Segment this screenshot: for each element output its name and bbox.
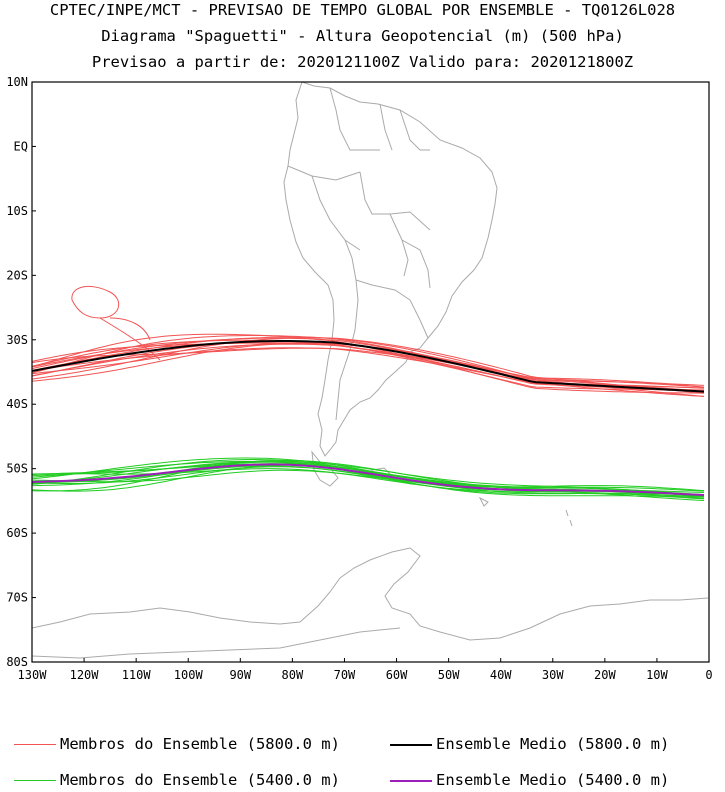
legend-item-red-members: Membros do Ensemble (5800.0 m) <box>14 735 340 753</box>
lon-label: 100W <box>174 668 204 682</box>
coastlines <box>31 81 709 659</box>
member-contour-5800 <box>31 339 704 391</box>
spaghetti-lines <box>31 285 705 501</box>
ensemble-mean-5800 <box>31 340 705 393</box>
lon-label: 60W <box>386 668 408 682</box>
lon-label: 40W <box>490 668 512 682</box>
member-contour-5800 <box>31 337 705 397</box>
lon-label: 30W <box>542 668 564 682</box>
antarctica-ice-shelf <box>31 627 401 659</box>
lat-label: 10S <box>6 204 28 218</box>
lon-label: 90W <box>229 668 251 682</box>
antarctica-coastline <box>31 547 709 641</box>
south-georgia-coastline <box>478 496 489 507</box>
member-closed-contour <box>71 285 120 319</box>
lat-label: 40S <box>6 397 28 411</box>
legend-item-mean-5800: Ensemble Medio (5800.0 m) <box>390 735 669 753</box>
legend-label-green-members: Membros do Ensemble (5400.0 m) <box>60 771 340 789</box>
lon-label: 130W <box>18 668 48 682</box>
latitude-axis: 10N EQ 10S 20S 30S 40S 50S 60S 70S 80S <box>6 75 36 669</box>
member-contour-5400 <box>32 465 705 495</box>
title-line-3: Previsao a partir de: 2020121100Z Valido… <box>91 53 634 71</box>
lon-label: 120W <box>70 668 100 682</box>
legend-swatch-purple <box>390 779 432 782</box>
title-line-1: CPTEC/INPE/MCT - PREVISAO DE TEMPO GLOBA… <box>49 1 676 19</box>
lat-label: 80S <box>6 655 28 669</box>
plot-frame <box>31 81 710 663</box>
ensemble-mean-5400 <box>31 463 705 497</box>
lon-label: 20W <box>594 668 616 682</box>
member-contour-5400 <box>31 460 705 498</box>
legend-label-red-members: Membros do Ensemble (5800.0 m) <box>60 735 340 753</box>
member-contour-5800 <box>31 347 705 388</box>
lon-label: 80W <box>282 668 304 682</box>
south-sandwich-islands <box>565 509 573 527</box>
legend-item-green-members: Membros do Ensemble (5400.0 m) <box>14 771 340 789</box>
member-contour-5800 <box>31 337 705 394</box>
lat-label: EQ <box>14 139 28 153</box>
lat-label: 30S <box>6 333 28 347</box>
legend-swatch-red <box>14 744 56 745</box>
lat-label: 50S <box>6 462 28 476</box>
legend-item-mean-5400: Ensemble Medio (5400.0 m) <box>390 771 669 789</box>
lat-label: 70S <box>6 591 28 605</box>
lon-label: 70W <box>334 668 356 682</box>
longitude-axis: 130W 120W 110W 100W 90W 80W 70W 60W 50W 40W 30W 20W… <box>18 658 713 682</box>
title-line-2: Diagrama "Spaguetti" - Altura Geopotenci… <box>101 27 624 45</box>
lat-label: 10N <box>6 75 28 89</box>
lon-label: 110W <box>122 668 152 682</box>
legend-label-mean-5800: Ensemble Medio (5800.0 m) <box>436 735 670 753</box>
lon-label: 0 <box>705 668 712 682</box>
member-contour-5800 <box>99 317 161 361</box>
country-borders <box>287 87 431 421</box>
lat-label: 20S <box>6 268 28 282</box>
legend-swatch-green <box>14 780 56 781</box>
legend-label-mean-5400: Ensemble Medio (5400.0 m) <box>436 771 670 789</box>
south-america-coastline <box>283 81 498 457</box>
lon-label: 10W <box>646 668 668 682</box>
legend-swatch-black <box>390 743 432 746</box>
lat-label: 60S <box>6 526 28 540</box>
lon-label: 50W <box>438 668 460 682</box>
